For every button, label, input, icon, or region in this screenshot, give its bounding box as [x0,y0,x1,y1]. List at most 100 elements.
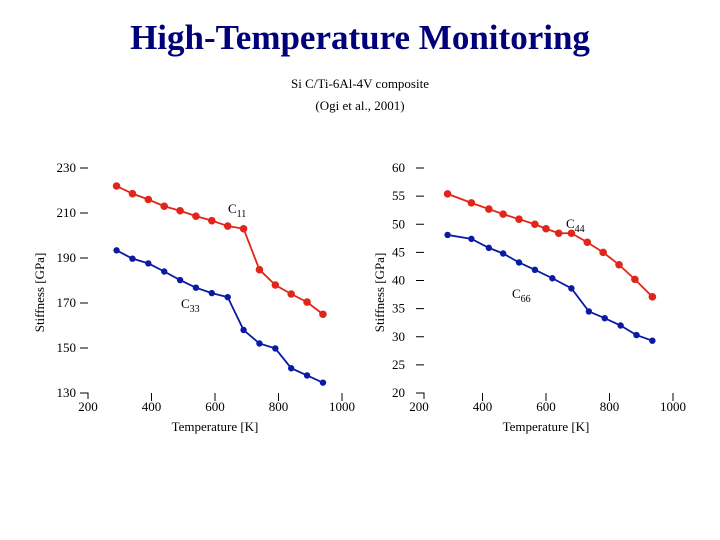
data-point [145,260,152,267]
y-tick-label: 190 [57,250,77,265]
y-tick-label: 50 [392,216,405,231]
data-point [531,220,539,229]
data-point [129,255,136,262]
data-point [554,229,563,238]
data-point [224,293,231,301]
x-tick-label: 600 [536,399,556,414]
chart-right: 20 25 30 35 40 45 50 55 60 200 400 600 800 1000 Temper… [372,160,686,434]
data-point [515,259,523,266]
y-axis-label: Stiffness [GPa] [32,253,47,333]
y-axis-label: Stiffness [GPa] [372,253,387,333]
y-tick-label: 60 [392,160,405,175]
x-tick-label: 200 [409,399,429,414]
data-point [499,210,507,218]
data-point [601,314,608,322]
data-point [303,298,311,306]
data-point [599,248,607,257]
data-point [303,372,311,379]
x-tick-label: 1000 [329,399,355,414]
data-point [256,340,263,347]
data-point [319,379,327,386]
data-point [633,331,640,339]
data-point [161,268,168,275]
y-tick-label: 55 [392,188,405,203]
data-point [287,290,296,298]
series-label-C11: C11 [228,201,246,220]
data-point [649,337,656,344]
x-tick-label: 800 [600,399,620,414]
data-point [485,205,493,213]
data-point [319,310,327,319]
source-citation: (Ogi et al., 2001) [315,98,405,113]
data-point [208,289,216,297]
data-point [112,182,121,190]
series-label-C33: C33 [181,296,200,315]
x-axis-label: Temperature [K] [172,419,259,434]
series-line-C44 [447,193,653,298]
series-C44: C44 [443,190,657,301]
data-point [444,231,451,239]
data-point [144,195,153,204]
chart-left: 130 150 170 190 210 230 200 400 600 800 1000 Temper… [32,160,355,434]
x-tick-label: 600 [205,399,225,414]
x-axis-label: Temperature [K] [503,419,590,434]
y-tick [80,392,89,399]
data-point [631,275,639,284]
x-tick-label: 1000 [660,399,686,414]
y-tick-label: 210 [57,205,77,220]
series-label-C66: C66 [512,286,531,305]
data-point [648,293,657,301]
data-point [192,212,200,220]
data-point [223,222,232,230]
data-point [549,275,556,282]
series-C11: C11 [112,182,327,319]
data-point [568,285,575,292]
data-point [499,250,507,257]
y-tick-label: 30 [392,329,405,344]
data-point [515,215,523,223]
data-point [208,216,216,225]
data-point [113,247,120,254]
data-point [288,365,295,372]
x-tick-label: 200 [78,399,98,414]
y-tick-label: 230 [57,160,77,175]
y-tick [416,392,425,399]
y-tick-label: 25 [392,357,405,372]
data-point [443,190,452,198]
page-title: High-Temperature Monitoring [130,18,590,57]
data-point [585,308,593,315]
x-tick-label: 400 [142,399,162,414]
series-C66: C66 [444,231,656,344]
data-point [240,326,247,334]
data-point [542,224,550,233]
data-point [160,202,168,211]
data-point [176,276,184,284]
series-C33: C33 [113,247,327,386]
y-tick-label: 130 [57,385,77,400]
x-tick-label: 400 [473,399,493,414]
data-point [583,238,592,247]
x-tick-label: 800 [269,399,289,414]
data-point [192,284,200,291]
data-point [617,322,624,329]
data-point [485,244,493,252]
data-point [128,189,137,198]
data-point [255,265,264,274]
data-point [468,235,475,243]
data-point [467,199,476,207]
data-point [567,229,576,238]
data-point [239,224,248,233]
data-point [272,345,279,352]
data-point [615,260,623,269]
y-tick-label: 35 [392,301,405,316]
data-point [271,281,280,289]
y-tick-label: 150 [57,340,77,355]
y-tick-label: 45 [392,244,405,259]
y-tick-label: 170 [57,295,77,310]
y-tick-label: 20 [392,385,405,400]
y-tick-label: 40 [392,273,405,288]
data-point [176,206,184,215]
data-point [531,266,539,274]
composite-subtitle: Si C/Ti-6Al-4V composite [291,76,429,91]
